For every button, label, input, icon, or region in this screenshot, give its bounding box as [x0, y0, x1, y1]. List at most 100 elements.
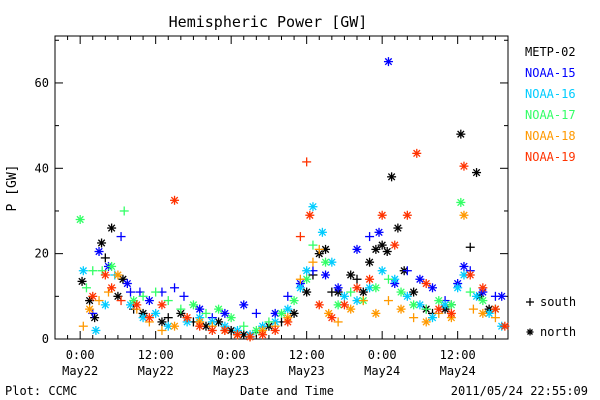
data-point	[144, 296, 154, 306]
data-point	[132, 300, 142, 310]
x-tick-time-label: 0:00	[217, 348, 246, 362]
data-point	[91, 325, 101, 335]
data-point	[113, 270, 123, 280]
data-point	[107, 223, 117, 233]
data-point	[377, 210, 387, 220]
data-point	[409, 300, 419, 310]
plot-frame	[54, 35, 509, 340]
data-point	[382, 247, 392, 257]
data-point	[295, 283, 305, 293]
x-tick-time-label: 12:00	[289, 348, 325, 362]
data-point	[490, 304, 500, 314]
marker-legend-label: north	[540, 325, 576, 339]
data-point	[113, 291, 123, 301]
data-point	[478, 308, 488, 318]
data-point	[90, 313, 100, 323]
data-point	[157, 300, 167, 310]
data-point	[116, 232, 126, 242]
data-point	[393, 223, 403, 233]
data-point	[321, 270, 331, 280]
data-point	[500, 321, 510, 331]
data-point	[446, 308, 456, 318]
legend-entry: NOAA-15	[525, 66, 576, 80]
data-point	[283, 317, 293, 327]
data-point	[440, 300, 450, 310]
data-point	[478, 283, 488, 293]
data-point	[387, 172, 397, 182]
data-point	[396, 304, 406, 314]
data-point	[352, 274, 362, 284]
data-point	[314, 300, 324, 310]
series-noaa-15	[88, 57, 507, 323]
data-point	[390, 240, 400, 250]
data-point	[352, 244, 362, 254]
data-point	[214, 304, 224, 314]
data-point	[339, 291, 349, 301]
data-point	[163, 313, 173, 323]
data-point	[207, 325, 217, 335]
data-point	[459, 161, 469, 171]
data-point	[201, 308, 211, 318]
series-noaa-19	[88, 148, 510, 342]
data-point	[396, 287, 406, 297]
x-tick-date-label: May23	[289, 364, 325, 378]
data-point	[465, 287, 475, 297]
data-point	[88, 266, 98, 276]
data-point	[77, 276, 87, 286]
x-tick-date-label: May24	[440, 364, 476, 378]
data-point	[377, 240, 387, 250]
x-tick-time-label: 12:00	[440, 348, 476, 362]
data-point	[138, 291, 148, 301]
data-point	[302, 157, 312, 167]
data-point	[245, 332, 255, 342]
data-point	[264, 317, 274, 327]
data-point	[226, 313, 236, 323]
series-noaa-16	[78, 202, 507, 340]
data-point	[126, 287, 135, 297]
legend-entry: NOAA-16	[525, 87, 576, 101]
data-point	[358, 287, 368, 297]
data-point	[327, 257, 337, 267]
data-point	[371, 308, 381, 318]
marker-legend-symbol-north	[526, 328, 534, 336]
data-point	[88, 291, 98, 301]
marker-legend-label: south	[540, 295, 576, 309]
x-tick-time-label: 0:00	[368, 348, 397, 362]
data-point	[195, 304, 205, 314]
data-point	[188, 300, 198, 310]
data-point	[308, 240, 318, 250]
data-point	[374, 227, 384, 237]
y-tick-label: 20	[35, 247, 49, 261]
data-point	[100, 253, 110, 263]
data-point	[333, 283, 343, 293]
data-point	[277, 308, 286, 318]
data-point	[465, 270, 475, 280]
data-point	[138, 313, 148, 323]
data-point	[497, 291, 507, 301]
data-point	[176, 304, 186, 314]
data-point	[402, 266, 412, 276]
data-point	[220, 325, 230, 335]
data-points	[75, 57, 510, 342]
footer-plot-credit: Plot: CCMC	[5, 384, 77, 398]
data-point	[371, 283, 381, 293]
marker-legend: south north	[526, 295, 576, 339]
y-axis-label: P [GW]	[5, 165, 20, 212]
data-point	[107, 261, 117, 271]
data-point	[415, 274, 425, 284]
x-tick-date-label: May22	[138, 364, 174, 378]
legend-entry: NOAA-19	[525, 150, 576, 164]
data-point	[308, 257, 318, 267]
data-point	[308, 202, 318, 212]
data-point	[283, 291, 293, 301]
footer-timestamp: 2011/05/24 22:55:09	[451, 384, 588, 398]
data-point	[478, 296, 488, 306]
data-point	[251, 308, 261, 318]
data-point	[232, 330, 242, 340]
data-point	[305, 210, 315, 220]
data-point	[327, 313, 337, 323]
data-point	[129, 296, 139, 306]
legend-entry: NOAA-17	[525, 108, 576, 122]
data-point	[122, 279, 132, 289]
